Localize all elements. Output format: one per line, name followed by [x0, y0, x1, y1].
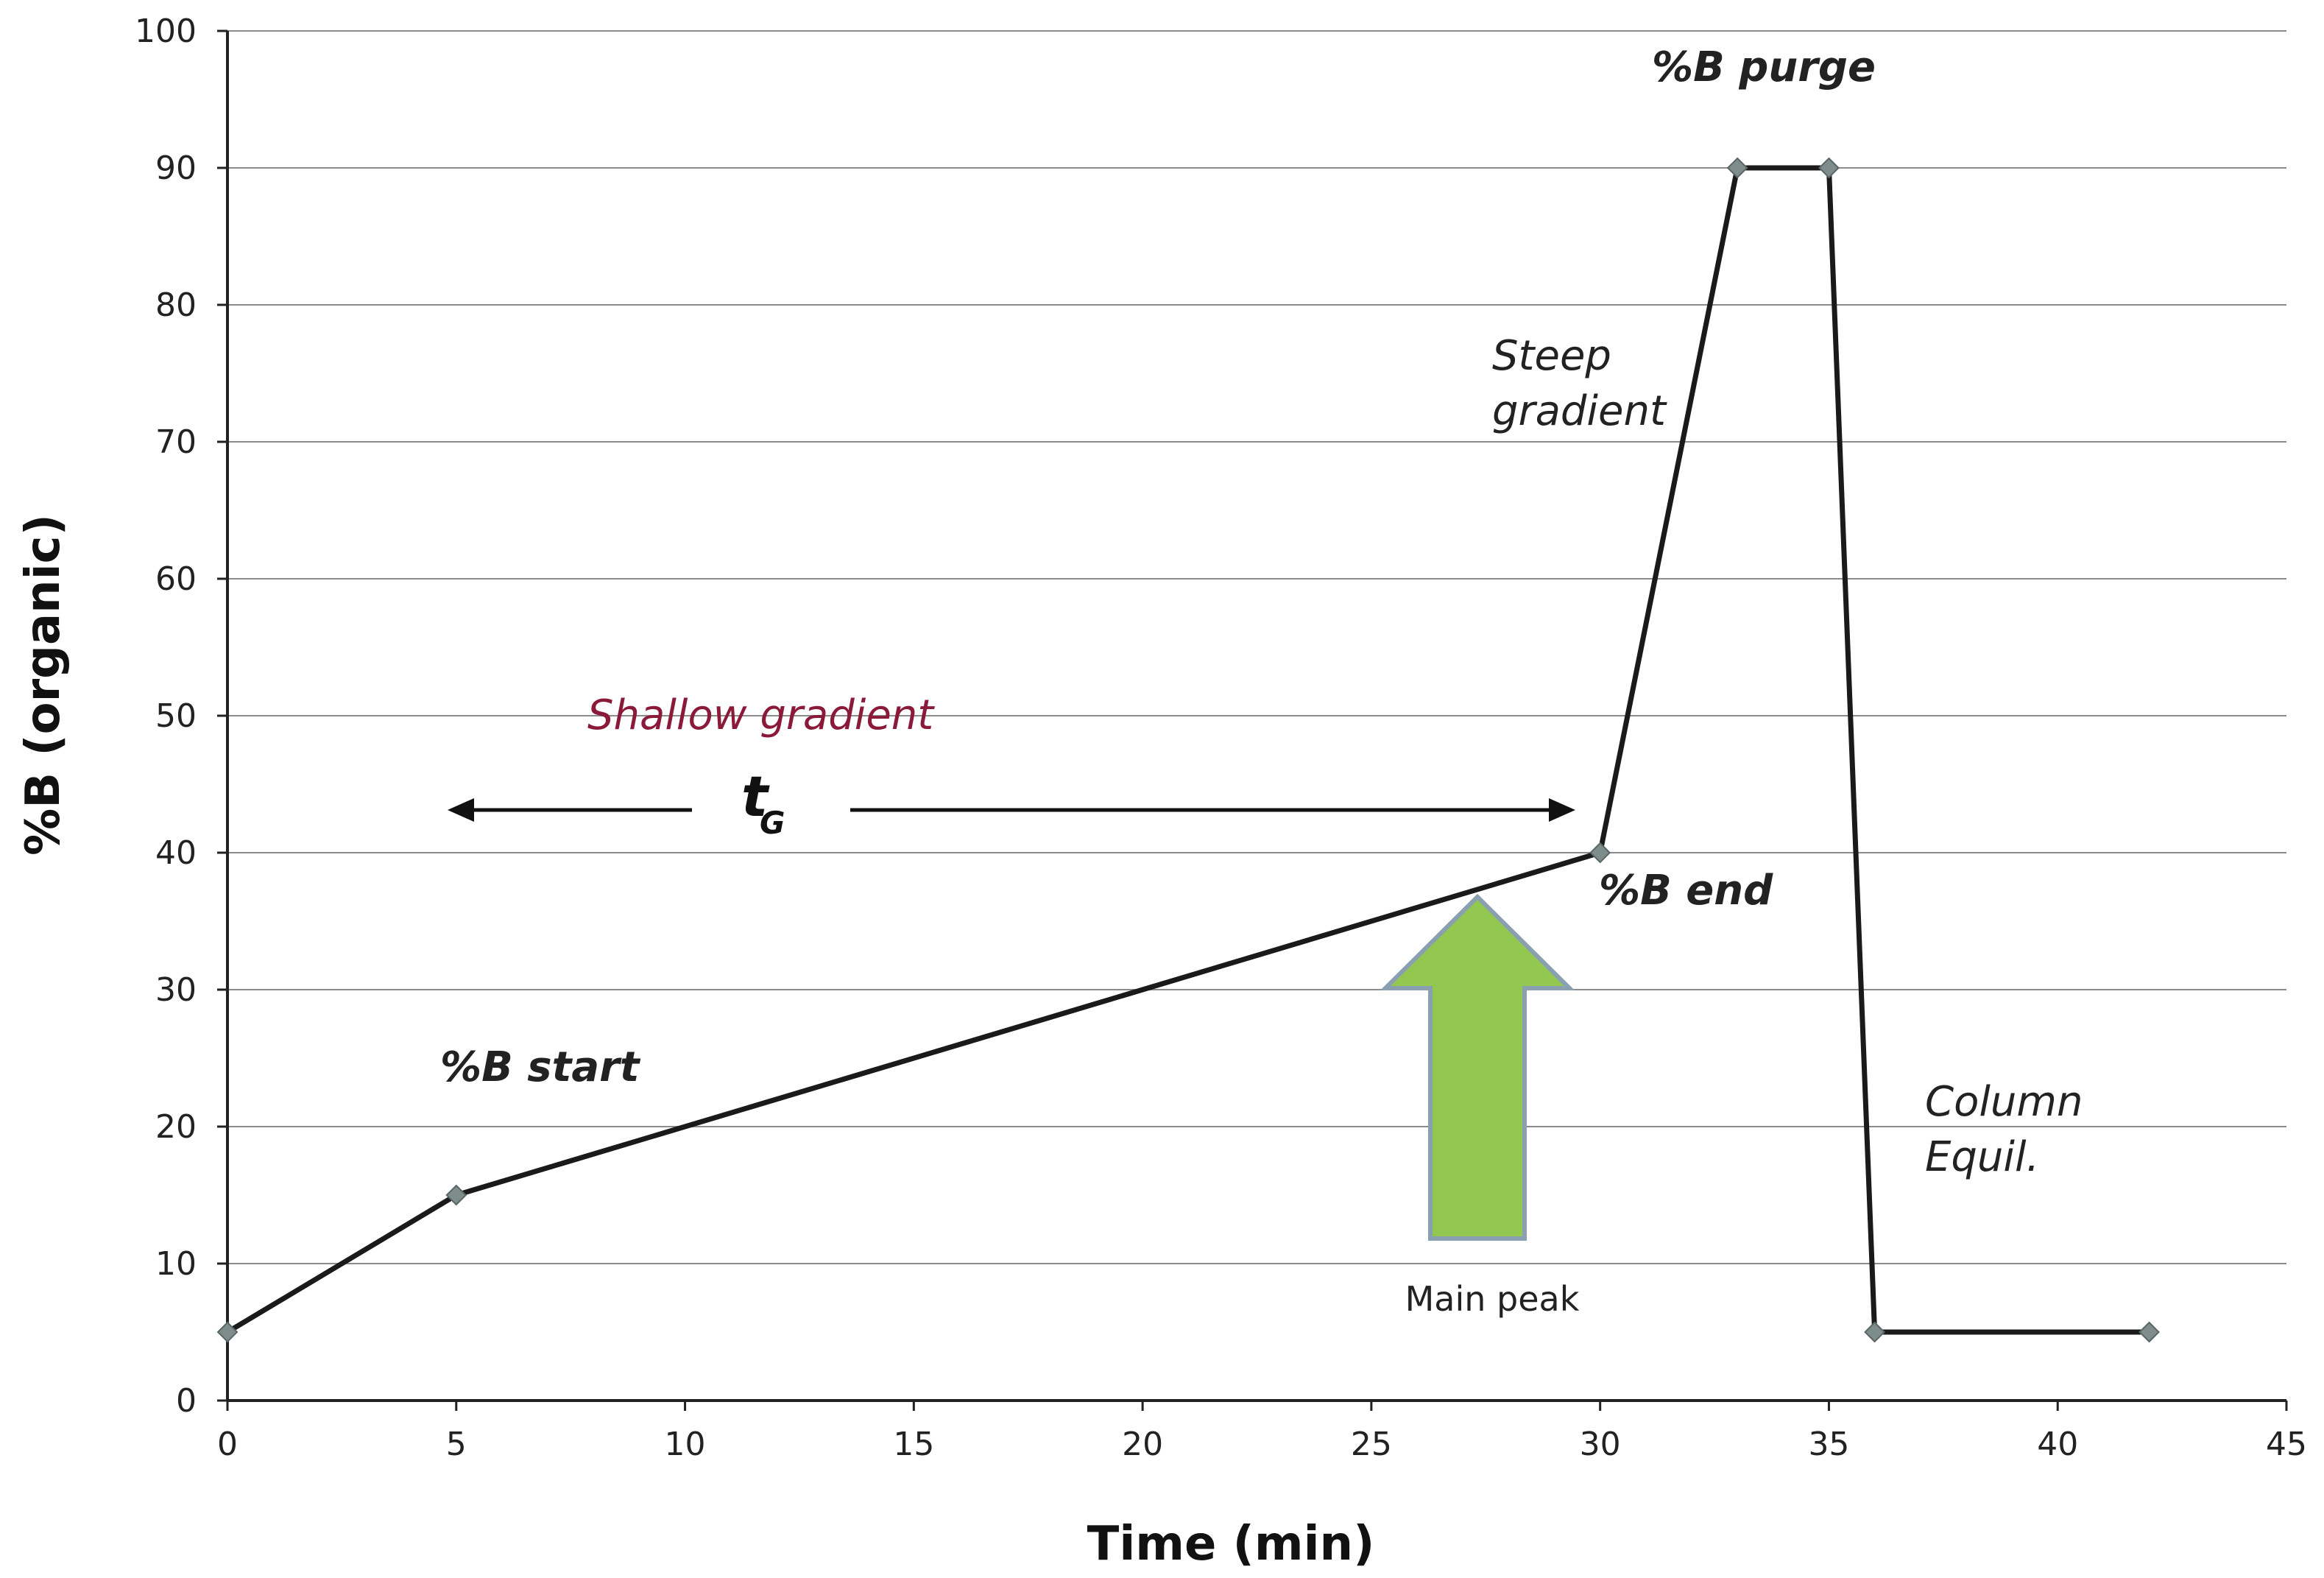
x-tick-label-35: 35	[1808, 1426, 1849, 1463]
y-tick-label-40: 40	[155, 834, 197, 872]
y-tick-label-90: 90	[155, 149, 197, 187]
series-line-0	[226, 165, 2150, 1335]
tg-arrow-left-head	[448, 798, 474, 822]
data-point-0-5	[216, 1321, 239, 1343]
y-tick-label-80: 80	[155, 286, 197, 324]
tg-double-arrow	[448, 798, 1575, 822]
tg-arrow-right-head	[1549, 798, 1575, 822]
x-tick-label-45: 45	[2266, 1426, 2307, 1463]
series-gradient	[226, 165, 2150, 1335]
y-tick-label-70: 70	[155, 423, 197, 461]
y-axis-title: %B (organic)	[16, 514, 71, 856]
series-markers	[216, 157, 2160, 1343]
data-point-5-15	[445, 1184, 467, 1206]
tick-labels: 0 10 20 30 40 50 60 70 80 90 100 0 5 10 15 20 25 30 35 40 45	[135, 13, 2307, 1463]
data-point-30-40	[1589, 842, 1611, 864]
grid-lines	[227, 30, 2286, 1264]
tg-label: t G	[741, 764, 785, 841]
data-point-42-5	[2138, 1321, 2160, 1343]
x-tick-label-30: 30	[1580, 1426, 1621, 1463]
axes	[217, 29, 2288, 1411]
y-tick-label-50: 50	[155, 697, 197, 735]
x-tick-label-5: 5	[446, 1426, 467, 1463]
y-tick-label-100: 100	[135, 13, 197, 50]
y-tick-label-60: 60	[155, 560, 197, 598]
y-tick-label-30: 30	[155, 971, 197, 1009]
y-tick-label-0: 0	[176, 1382, 197, 1420]
x-tick-label-0: 0	[217, 1426, 238, 1463]
data-point-33-90	[1726, 157, 1748, 179]
annotation-steep-line1: Steep	[1492, 332, 1611, 380]
x-tick-label-20: 20	[1122, 1426, 1163, 1463]
x-tick-label-40: 40	[2037, 1426, 2078, 1463]
annotation-b-end: %B end	[1599, 867, 1773, 915]
tg-label-sub: G	[760, 805, 785, 841]
annotation-main-peak: Main peak	[1405, 1279, 1580, 1319]
annotation-shallow-gradient: Shallow gradient	[587, 691, 935, 739]
annotation-column-line2: Equil.	[1925, 1133, 2039, 1181]
y-tick-label-10: 10	[155, 1245, 197, 1283]
annotation-steep-line2: gradient	[1492, 387, 1667, 435]
tg-label-main: t	[741, 764, 770, 829]
x-axis-title: Time (min)	[1087, 1517, 1375, 1571]
x-tick-label-25: 25	[1351, 1426, 1392, 1463]
x-tick-label-10: 10	[665, 1426, 706, 1463]
x-tick-label-15: 15	[893, 1426, 934, 1463]
annotation-b-purge: %B purge	[1652, 43, 1876, 91]
annotation-b-start: %B start	[440, 1043, 641, 1091]
main-peak-arrow	[1380, 893, 1575, 1241]
data-point-36-5	[1864, 1321, 1886, 1343]
y-tick-label-20: 20	[155, 1108, 197, 1146]
data-point-35-90	[1818, 157, 1840, 179]
annotation-column-line1: Column	[1925, 1078, 2083, 1126]
